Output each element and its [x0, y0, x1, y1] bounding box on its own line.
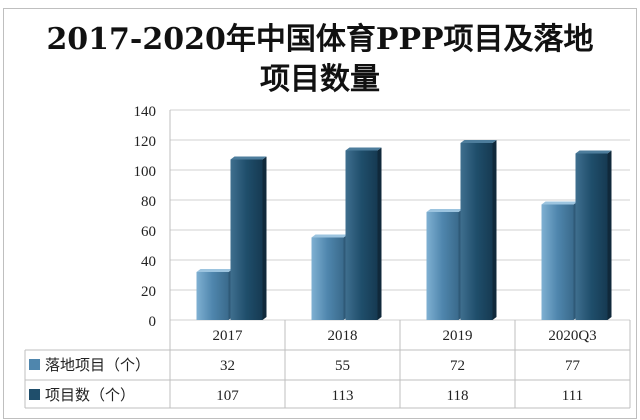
y-tick-label: 40 — [141, 254, 156, 270]
table-value: 72 — [450, 358, 465, 374]
y-tick-label: 140 — [134, 104, 157, 120]
chart-title: 2017-2020年中国体育PPP项目及落地 项目数量 — [0, 20, 640, 100]
bar-top — [460, 140, 497, 143]
y-tick-label: 120 — [134, 134, 157, 150]
x-category-label: 2019 — [443, 328, 473, 344]
table-value: 113 — [332, 388, 354, 404]
bar-top — [345, 147, 382, 151]
y-tick-label: 100 — [134, 164, 157, 180]
table-value: 55 — [335, 358, 350, 374]
bar-top — [311, 234, 348, 238]
data-table: 2017 2018 2019 2020Q3 落地项目（个） 32 55 72 77 项目数（个） 1… — [24, 320, 631, 409]
bar-top — [426, 209, 463, 212]
table-value: 118 — [447, 388, 469, 404]
y-tick-label: 0 — [149, 314, 157, 330]
y-tick-label: 60 — [141, 224, 156, 240]
bar-landed-2020Q3 — [541, 204, 574, 320]
table-value: 77 — [565, 358, 581, 374]
table-value: 111 — [562, 388, 583, 404]
legend-label: 落地项目（个） — [45, 357, 150, 374]
chart-title-line2: 项目数量 — [260, 62, 380, 97]
legend-label: 项目数（个） — [45, 387, 135, 404]
bar-side — [607, 150, 612, 320]
table-value: 107 — [216, 388, 239, 404]
bar-landed-2017 — [196, 272, 229, 320]
bar-top — [575, 150, 612, 154]
x-category-label: 2020Q3 — [548, 328, 596, 344]
table-value: 32 — [220, 358, 235, 374]
bar-side — [377, 147, 382, 320]
y-tick-label: 80 — [141, 194, 156, 210]
bar-total-2018 — [345, 150, 378, 320]
bar-total-2019 — [460, 143, 493, 320]
bar-landed-2018 — [311, 237, 344, 320]
bar-total-2020Q3 — [575, 153, 608, 320]
y-axis: 0 20 40 60 80 100 120 140 — [134, 104, 171, 330]
legend-swatch — [29, 359, 40, 370]
bar-landed-2019 — [426, 212, 459, 320]
chart-title-line1: 2017-2020年中国体育PPP项目及落地 — [46, 22, 594, 57]
y-tick-label: 20 — [141, 284, 156, 300]
x-category-label: 2017 — [213, 328, 244, 344]
bar-side — [262, 156, 267, 320]
bar-top — [541, 201, 578, 205]
bar-total-2017 — [230, 159, 263, 320]
legend-swatch — [29, 389, 40, 400]
x-category-label: 2018 — [328, 328, 358, 344]
bar-side — [492, 140, 497, 320]
bar-top — [230, 156, 267, 160]
bar-top — [196, 269, 233, 272]
bars-layer — [196, 140, 612, 320]
